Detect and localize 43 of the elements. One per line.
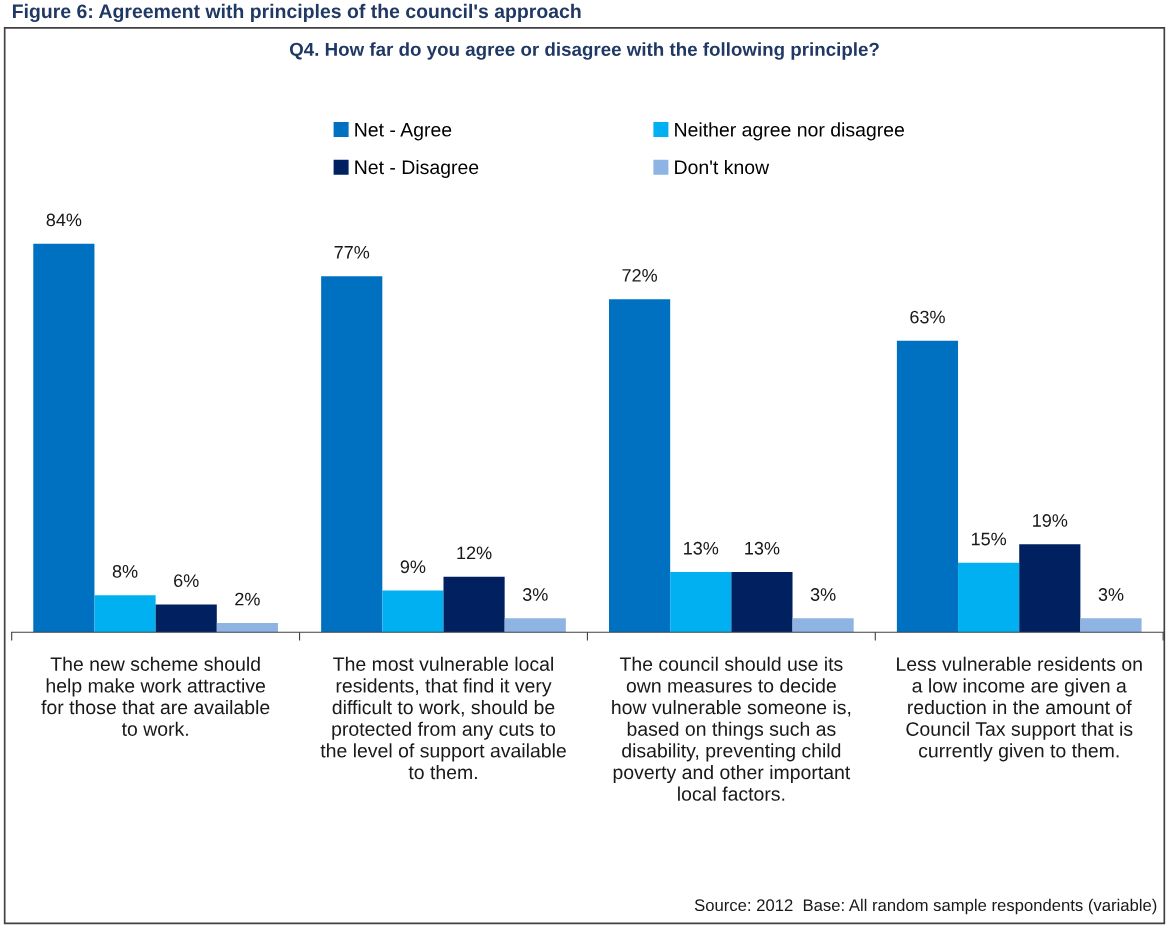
data-label: 15% (971, 532, 1007, 546)
data-label: 3% (810, 588, 836, 601)
bar (1019, 544, 1081, 633)
bar (609, 299, 671, 633)
legend-label: Net - Disagree (355, 159, 479, 179)
x-tick-label: The most vulnerable local residents, that find it very difficult to work, should be protected from any cuts to the level of support available to them. (320, 656, 566, 780)
data-label: 63% (910, 310, 945, 324)
bar (382, 590, 444, 633)
x-tick-label: The council should use its own measures to decide how vulnerable someone is, based on things such as disability, preventing child poverty and other important local factors. (612, 656, 851, 801)
data-label: 2% (235, 592, 260, 606)
source-note: Source: 2012 Base: All random sample respondents (variable) (694, 898, 1157, 915)
legend-label: Neither agree nor disagree (675, 122, 904, 141)
bar (731, 572, 793, 633)
chart-title: Figure 6: Agreement with principles of the council's approach (12, 3, 581, 23)
legend-label: Don't know (675, 159, 770, 175)
data-label: 13% (745, 541, 780, 555)
bar (1080, 618, 1142, 633)
data-label: 72% (622, 269, 658, 282)
chart-subtitle: Q4. How far do you agree or disagree with the following principle? (289, 42, 879, 60)
bar (33, 243, 95, 633)
bar (896, 340, 959, 633)
x-tick-label: The new scheme should help make work attractive for those that are available to work. (41, 656, 270, 736)
data-label: 19% (1033, 514, 1068, 527)
bar (94, 595, 156, 633)
data-label: 12% (457, 546, 492, 560)
data-label: 3% (522, 588, 548, 601)
data-label: 77% (334, 245, 370, 259)
bar (504, 618, 566, 633)
bar (155, 604, 217, 633)
data-label: 6% (174, 574, 199, 588)
data-label: 9% (400, 560, 426, 574)
data-label: 3% (1098, 588, 1124, 601)
bar (792, 618, 854, 633)
data-label: 84% (46, 213, 82, 227)
data-label: 13% (684, 541, 719, 555)
x-tick-label: Less vulnerable residents on a low income are given a reduction in the amount of Council Tax support that is currently given to them. (897, 656, 1142, 762)
bar (670, 572, 732, 633)
legend-label: Net - Agree (355, 123, 452, 141)
bar (321, 276, 383, 633)
data-label: 8% (112, 564, 138, 578)
bar (216, 622, 278, 633)
bar (443, 576, 505, 633)
bar (958, 562, 1020, 633)
